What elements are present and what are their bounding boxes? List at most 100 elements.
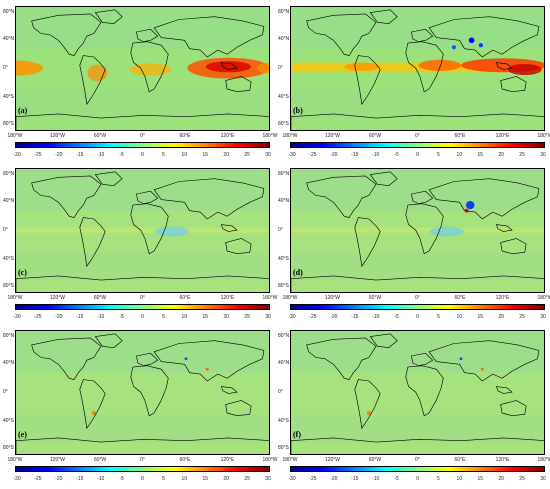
colorbar-tick-label: 0 [141, 314, 144, 320]
colorbar-tick-label: -20 [330, 152, 338, 158]
longitude-label: 0° [415, 133, 420, 139]
world-map [15, 168, 270, 293]
colorbar-tick-label: 25 [519, 476, 525, 482]
colorbar-tick-label: -5 [394, 314, 399, 320]
colorbar-tick-label: 20 [498, 314, 504, 320]
colorbar-tick-label: 5 [162, 476, 165, 482]
longitude-label: 120°W [49, 133, 66, 139]
colorbar-tick-label: 10 [456, 314, 463, 320]
colorbar-tick-label: -30 [13, 314, 21, 320]
colorbar-tick-label: -30 [288, 152, 296, 158]
map-panel: 80°N 40°N 0° 40°S 80°S 180°W 120°W 60°W 0° 60°E 1… [278, 327, 550, 489]
longitude-label: 60°W [93, 133, 107, 139]
world-map [290, 168, 545, 293]
longitude-label: 60°E [454, 133, 466, 139]
latitude-label: 80°N [278, 333, 290, 339]
latitude-label: 40°S [3, 256, 14, 262]
colorbar-tick-label: -25 [34, 152, 42, 158]
colorbar-tick-label: 30 [265, 152, 271, 158]
colorbar-tick-label: -15 [76, 152, 84, 158]
longitude-label: 120°W [324, 295, 341, 301]
colorbar-tick-label: -5 [119, 476, 124, 482]
colorbar-tick-label: 0 [416, 476, 419, 482]
latitude-label: 40°S [3, 418, 14, 424]
world-map [15, 6, 270, 131]
latitude-label: 80°S [278, 445, 289, 451]
latitude-label: 40°S [278, 418, 289, 424]
colorbar-tick-label: 20 [223, 476, 229, 482]
colorbar-tick-label: -10 [372, 152, 380, 158]
latitude-label: 0° [278, 65, 283, 71]
longitude-label: 180°W [262, 133, 278, 139]
colorbar-tick-label: -10 [97, 476, 105, 482]
colorbar-tick-label: 25 [519, 152, 525, 158]
latitude-label: 0° [278, 227, 283, 233]
colorbar-tick-label: 5 [437, 152, 440, 158]
panel-label: (f) [293, 430, 301, 439]
map-panel: 80°N 40°N 0° 40°S 80°S 180°W 120°W 60°W 0° 60°E 1… [3, 327, 278, 489]
latitude-label: 0° [3, 389, 8, 395]
latitude-label: 40°N [278, 360, 290, 366]
longitude-label: 60°E [179, 295, 191, 301]
longitude-label: 180°W [7, 457, 23, 463]
longitude-label: 120°W [49, 295, 66, 301]
colorbar-tick-label: 5 [162, 152, 165, 158]
world-map [290, 330, 545, 455]
colorbar-tick-label: 15 [477, 314, 484, 320]
latitude-label: 0° [278, 389, 283, 395]
colorbar-tick-label: 15 [202, 476, 209, 482]
longitude-label: 60°E [454, 457, 466, 463]
colorbar-tick-label: -10 [97, 152, 105, 158]
longitude-label: 180°W [262, 295, 278, 301]
latitude-label: 40°N [278, 198, 290, 204]
panel-label: (b) [293, 106, 303, 115]
latitude-label: 0° [3, 65, 8, 71]
colorbar-tick-label: -20 [330, 476, 338, 482]
longitude-label: 120°W [324, 133, 341, 139]
latitude-label: 40°N [3, 198, 15, 204]
colorbar-tick-label: 25 [244, 152, 250, 158]
colorbar-tick-label: -15 [351, 314, 359, 320]
longitude-label: 180°W [537, 295, 550, 301]
latitude-label: 40°S [278, 94, 289, 100]
longitude-label: 180°W [537, 133, 550, 139]
latitude-label: 80°N [3, 171, 15, 177]
colorbar-tick-label: 15 [477, 152, 484, 158]
colorbar-tick-label: 5 [437, 476, 440, 482]
longitude-label: 120°W [49, 457, 66, 463]
colorbar-tick-label: 30 [265, 476, 271, 482]
longitude-label: 0° [140, 295, 145, 301]
latitude-label: 80°N [3, 9, 15, 15]
colorbar-tick-label: -5 [119, 314, 124, 320]
colorbar-tick-label: 20 [498, 476, 504, 482]
longitude-label: 0° [140, 133, 145, 139]
map-panel: 80°N 40°N 0° 40°S 80°S 180°W 120°W 60°W 0° 60°E 1… [278, 3, 550, 165]
colorbar-tick-label: 5 [437, 314, 440, 320]
colorbar-tick-label: 15 [477, 476, 484, 482]
longitude-label: 120°E [495, 457, 510, 463]
colorbar-tick-label: -20 [55, 314, 63, 320]
colorbar [290, 304, 545, 310]
colorbar-tick-label: -5 [394, 152, 399, 158]
longitude-label: 180°W [282, 133, 298, 139]
latitude-label: 40°S [278, 256, 289, 262]
longitude-label: 120°W [324, 457, 341, 463]
panel-label: (d) [293, 268, 303, 277]
colorbar-tick-label: -25 [34, 476, 42, 482]
latitude-label: 80°N [3, 333, 15, 339]
colorbar-tick-label: -15 [76, 476, 84, 482]
longitude-label: 0° [415, 457, 420, 463]
colorbar-tick-label: -15 [351, 152, 359, 158]
longitude-label: 60°W [93, 295, 107, 301]
colorbar-tick-label: -20 [55, 152, 63, 158]
longitude-label: 0° [415, 295, 420, 301]
colorbar [15, 466, 270, 472]
map-panel: 80°N 40°N 0° 40°S 80°S 180°W 120°W 60°W 0° 60°E 1… [3, 3, 278, 165]
colorbar-tick-label: 15 [202, 314, 209, 320]
longitude-label: 120°E [220, 295, 235, 301]
longitude-label: 60°W [368, 295, 382, 301]
colorbar-tick-label: 0 [416, 314, 419, 320]
colorbar-tick-label: 5 [162, 314, 165, 320]
longitude-label: 60°E [179, 457, 191, 463]
longitude-label: 180°W [7, 295, 23, 301]
